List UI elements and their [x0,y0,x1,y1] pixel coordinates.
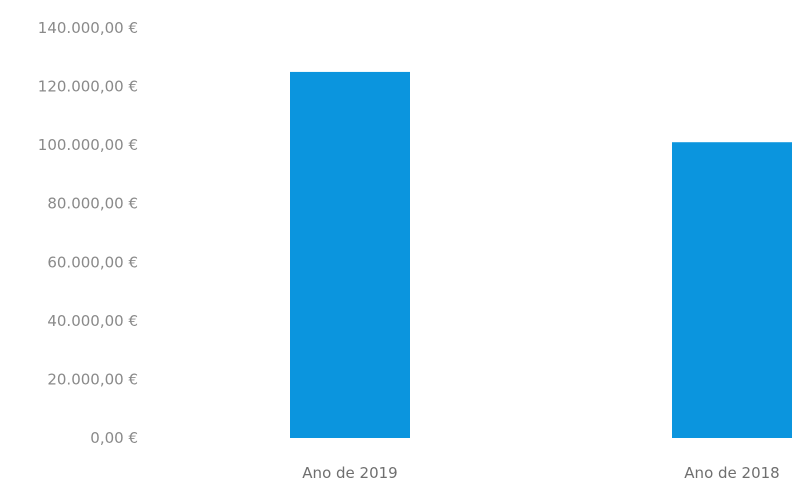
y-tick-label: 0,00 € [90,429,138,447]
y-tick-label: 60.000,00 € [47,253,138,271]
y-tick-label: 140.000,00 € [38,19,138,37]
y-tick-label: 100.000,00 € [38,136,138,154]
y-tick-label: 20.000,00 € [47,370,138,388]
y-axis: 0,00 € 20.000,00 € 40.000,00 € 60.000,00 € 8… [38,19,138,447]
bars-group [290,71,792,438]
x-axis: Ano de 2019 Ano de 2018 [302,464,779,482]
y-tick-label: 120.000,00 € [38,78,138,96]
x-category-label: Ano de 2018 [684,464,779,482]
bar [672,142,792,438]
y-tick-label: 40.000,00 € [47,312,138,330]
x-category-label: Ano de 2019 [302,464,397,482]
bar [290,71,410,438]
y-tick-label: 80.000,00 € [47,195,138,213]
